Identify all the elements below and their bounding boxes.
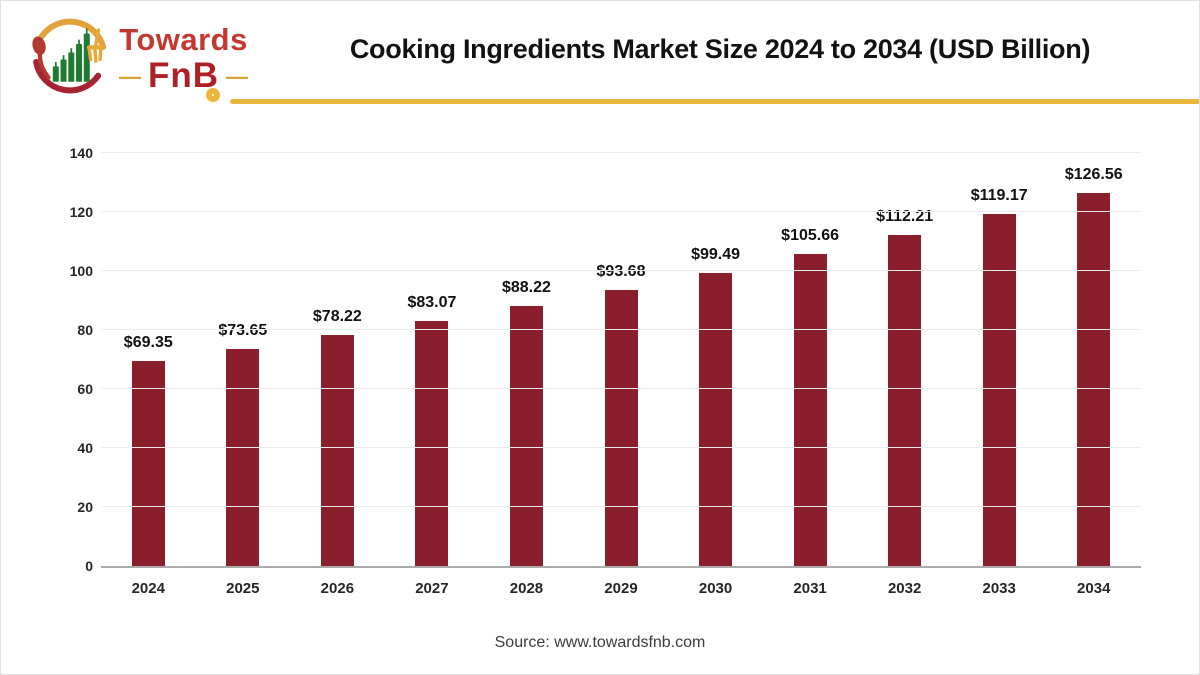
y-tick-label: 140 xyxy=(69,145,93,161)
gridline-80 xyxy=(101,329,1141,330)
bar-2028 xyxy=(509,305,543,566)
dash-icon: — xyxy=(119,64,141,89)
bar-column-2027: $83.07 xyxy=(385,155,480,566)
bar-value-label: $99.49 xyxy=(691,245,741,263)
y-tick-label: 60 xyxy=(77,381,93,397)
x-axis-label-2027: 2027 xyxy=(415,580,449,597)
bar-column-2031: $105.66 xyxy=(763,155,858,566)
brand-name-bottom: FnB xyxy=(148,55,220,95)
bar-2032 xyxy=(888,234,922,566)
y-tick-label: 20 xyxy=(77,499,93,515)
bar-value-label: $112.21 xyxy=(876,207,934,225)
bar-2030 xyxy=(699,272,733,566)
bar-column-2026: $78.22 xyxy=(290,155,385,566)
bar-value-label: $126.56 xyxy=(1064,165,1123,183)
y-tick-label: 40 xyxy=(77,440,93,456)
x-axis-label-2030: 2030 xyxy=(698,580,733,597)
x-axis-labels: 2024 2025 2026 2027 2028 2029 2030 2031 2032 2033… xyxy=(101,580,1141,597)
bar-2033 xyxy=(982,214,1016,566)
bar-2034 xyxy=(1077,192,1111,566)
fork-icon xyxy=(86,28,104,63)
bar-2026 xyxy=(320,335,354,566)
chart-title: Cooking Ingredients Market Size 2024 to … xyxy=(349,34,1091,64)
source-text: Source: www.towardsfnb.com xyxy=(494,634,706,651)
gridline-100 xyxy=(101,270,1141,271)
bar-value-label: $93.68 xyxy=(596,262,646,280)
divider-line xyxy=(230,99,1199,104)
y-tick-label: 100 xyxy=(69,263,93,279)
x-axis-label-2024: 2024 xyxy=(131,580,165,597)
bar-series: $69.35 $73.65 $78.22 $83.07 $88.22 $93.68 $99.… xyxy=(101,155,1141,566)
spoon-icon xyxy=(32,36,51,80)
bar-value-label: $83.07 xyxy=(407,293,457,311)
divider-ring-icon xyxy=(206,88,220,102)
bar-column-2024: $69.35 xyxy=(101,155,196,566)
bar-column-2029: $93.68 xyxy=(574,155,669,566)
x-axis-label-2034: 2034 xyxy=(1077,580,1111,597)
bar-2031 xyxy=(793,254,827,566)
bar-value-label: $73.65 xyxy=(218,321,268,339)
bar-2029 xyxy=(604,289,638,566)
gridline-20 xyxy=(101,506,1141,507)
bar-column-2032: $112.21 xyxy=(857,155,952,566)
plot-area: $69.35 $73.65 $78.22 $83.07 $88.22 $93.68 $99.… xyxy=(70,145,1141,574)
bar-column-2028: $88.22 xyxy=(479,155,574,566)
y-tick-label: 0 xyxy=(85,558,93,574)
bar-value-label: $69.35 xyxy=(123,334,173,352)
growth-bars-icon xyxy=(52,28,90,82)
x-axis-label-2029: 2029 xyxy=(604,580,638,597)
brand-logo: Towards — FnB — xyxy=(27,13,248,99)
brand-name-top: Towards xyxy=(119,21,248,57)
bar-2024 xyxy=(131,361,165,566)
x-axis-label-2031: 2031 xyxy=(793,580,827,597)
x-axis-label-2026: 2026 xyxy=(320,580,355,597)
x-axis-label-2032: 2032 xyxy=(887,580,922,597)
dash-icon: — xyxy=(226,64,249,89)
gridline-140 xyxy=(101,152,1141,153)
bar-value-label: $119.17 xyxy=(970,187,1028,205)
y-tick-label: 80 xyxy=(77,322,93,338)
bar-value-label: $88.22 xyxy=(501,278,551,296)
x-axis-label-2033: 2033 xyxy=(982,580,1016,597)
bar-value-label: $105.66 xyxy=(781,227,840,245)
bar-column-2033: $119.17 xyxy=(952,155,1047,566)
x-axis-label-2028: 2028 xyxy=(509,580,544,597)
bar-2027 xyxy=(415,320,449,566)
brand-emblem-icon xyxy=(32,18,107,94)
bar-column-2034: $126.56 xyxy=(1046,155,1141,566)
bar-value-label: $78.22 xyxy=(312,308,362,326)
x-axis-label-2025: 2025 xyxy=(226,580,260,597)
gridline-120 xyxy=(101,211,1141,212)
bar-column-2030: $99.49 xyxy=(668,155,763,566)
y-tick-label: 120 xyxy=(69,204,93,220)
bar-2025 xyxy=(226,348,260,566)
gridline-60 xyxy=(101,388,1141,389)
gridline-40 xyxy=(101,447,1141,448)
brand-name: Towards — FnB — xyxy=(119,24,248,93)
bar-column-2025: $73.65 xyxy=(196,155,291,566)
